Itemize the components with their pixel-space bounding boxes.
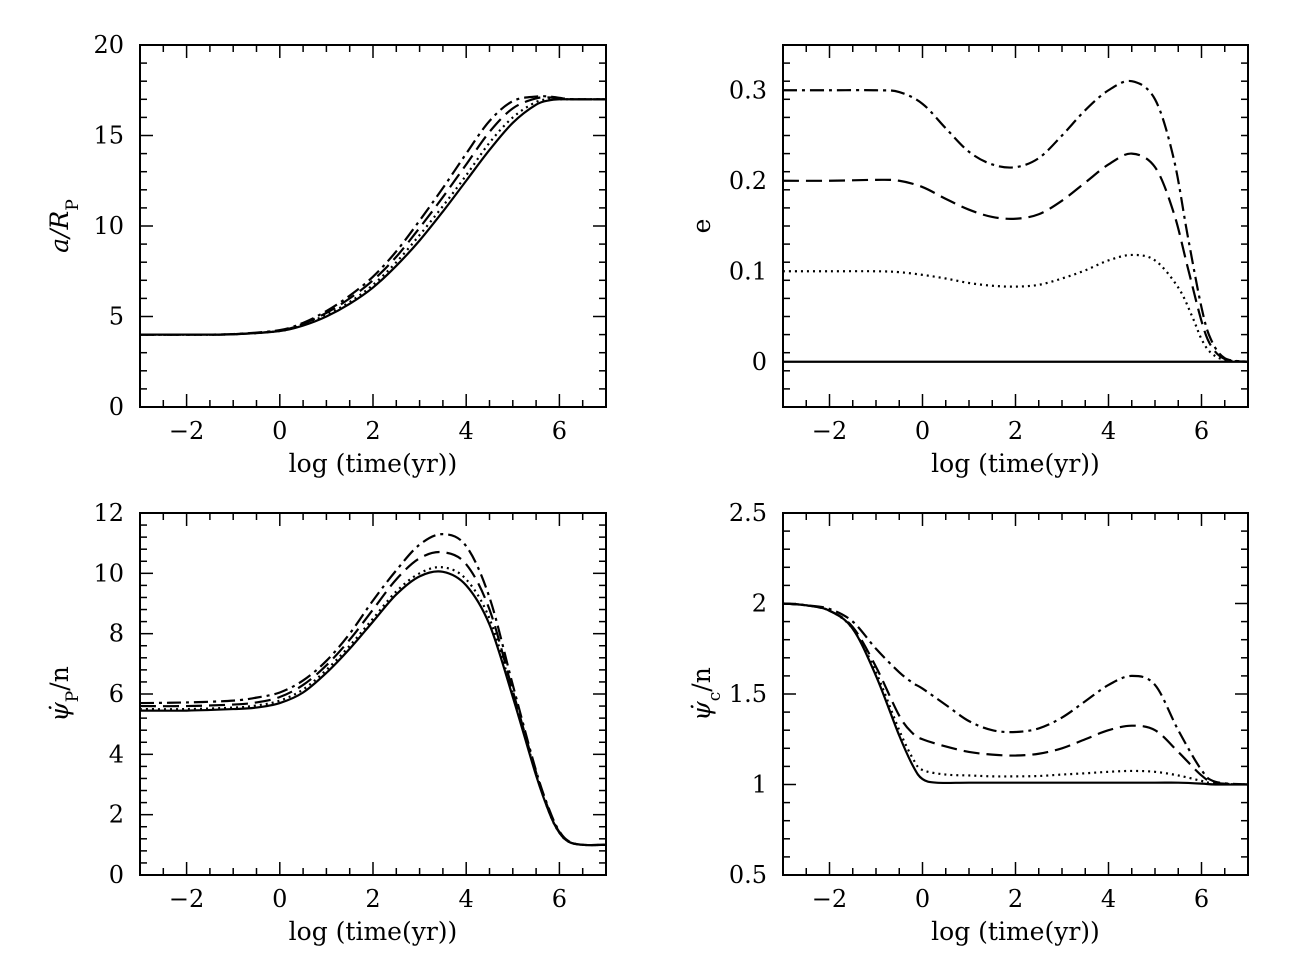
series-line-e0-0-3 bbox=[140, 95, 606, 336]
x-tick-label: 2 bbox=[1008, 885, 1023, 913]
series-group bbox=[783, 79, 1248, 363]
y-tick-label: 0.5 bbox=[729, 861, 767, 889]
y-tick-label: 2 bbox=[109, 801, 124, 829]
y-tick-label: 2 bbox=[752, 590, 767, 618]
x-tick-label: 4 bbox=[1101, 417, 1116, 445]
x-tick-label: 6 bbox=[552, 417, 567, 445]
series-group bbox=[140, 533, 606, 847]
y-axis-label: e bbox=[687, 219, 716, 234]
y-tick-label: 0.1 bbox=[729, 257, 767, 285]
x-tick-label: −2 bbox=[169, 417, 204, 445]
y-tick-label: 6 bbox=[109, 680, 124, 708]
series-line-e0-0-1 bbox=[783, 602, 1248, 786]
x-tick-label: −2 bbox=[169, 885, 204, 913]
panel-2: −2 0 2 4 6 0 0.1 0.2 0.3 log (time(yr)) e bbox=[687, 44, 1249, 478]
x-tick-label: 2 bbox=[1008, 417, 1023, 445]
y-tick-label: 1 bbox=[752, 771, 767, 799]
x-tick-label: 0 bbox=[915, 417, 930, 445]
y-tick-label: 8 bbox=[109, 620, 124, 648]
x-tick-label: 0 bbox=[272, 885, 287, 913]
x-axis-label: log (time(yr)) bbox=[931, 917, 1100, 946]
series-line-e0-0-3 bbox=[783, 602, 1248, 786]
y-tick-label: 0 bbox=[109, 861, 124, 889]
y-tick-label: 0.2 bbox=[729, 167, 767, 195]
y-tick-label: 0 bbox=[109, 393, 124, 421]
x-tick-label: 2 bbox=[365, 417, 380, 445]
y-tick-label: 10 bbox=[93, 212, 124, 240]
x-tick-label: 0 bbox=[272, 417, 287, 445]
series-group bbox=[783, 602, 1248, 786]
x-tick-label: 6 bbox=[1194, 417, 1209, 445]
x-tick-label: −2 bbox=[812, 885, 847, 913]
y-tick-label: 15 bbox=[93, 122, 124, 150]
y-tick-label: 12 bbox=[93, 499, 124, 527]
x-tick-label: 4 bbox=[1101, 885, 1116, 913]
x-tick-label: 4 bbox=[459, 885, 474, 913]
x-axis-label: log (time(yr)) bbox=[931, 449, 1100, 478]
series-line-e0-0-3 bbox=[140, 533, 606, 847]
y-tick-label: 2.5 bbox=[729, 499, 767, 527]
y-axis-label: ψ̇P/n bbox=[45, 666, 83, 722]
y-tick-label: 5 bbox=[109, 303, 124, 331]
x-tick-label: 0 bbox=[915, 885, 930, 913]
y-axis-label: a/RP bbox=[45, 199, 83, 253]
panel-4: −2 0 2 4 6 0.5 1 1.5 2 2.5 log (time(yr)) ψ̇c/n bbox=[687, 499, 1249, 946]
x-tick-label: 2 bbox=[365, 885, 380, 913]
y-tick-label: 0 bbox=[752, 348, 767, 376]
series-line-e0-0-2 bbox=[783, 602, 1248, 786]
x-tick-label: 6 bbox=[552, 885, 567, 913]
x-axis-label: log (time(yr)) bbox=[289, 449, 458, 478]
series-group bbox=[140, 95, 606, 336]
panel-1: −2 0 2 4 6 0 5 10 15 20 log (time(yr)) a/RP bbox=[45, 31, 607, 478]
series-line-e0-0-2 bbox=[783, 152, 1248, 363]
x-axis-label: log (time(yr)) bbox=[289, 917, 458, 946]
series-line-e0-0-3 bbox=[783, 79, 1248, 363]
y-axis-label: ψ̇c/n bbox=[687, 667, 725, 721]
panel-3: −2 0 2 4 6 0 2 4 6 8 10 12 log (time(yr)) ψ̇P/n bbox=[45, 499, 607, 946]
x-tick-label: 4 bbox=[459, 417, 474, 445]
y-tick-label: 4 bbox=[109, 740, 124, 768]
y-tick-label: 20 bbox=[93, 31, 124, 59]
x-tick-label: −2 bbox=[812, 417, 847, 445]
x-tick-label: 6 bbox=[1194, 885, 1209, 913]
y-tick-label: 10 bbox=[93, 559, 124, 587]
y-tick-label: 0.3 bbox=[729, 76, 767, 104]
y-tick-label: 1.5 bbox=[729, 680, 767, 708]
